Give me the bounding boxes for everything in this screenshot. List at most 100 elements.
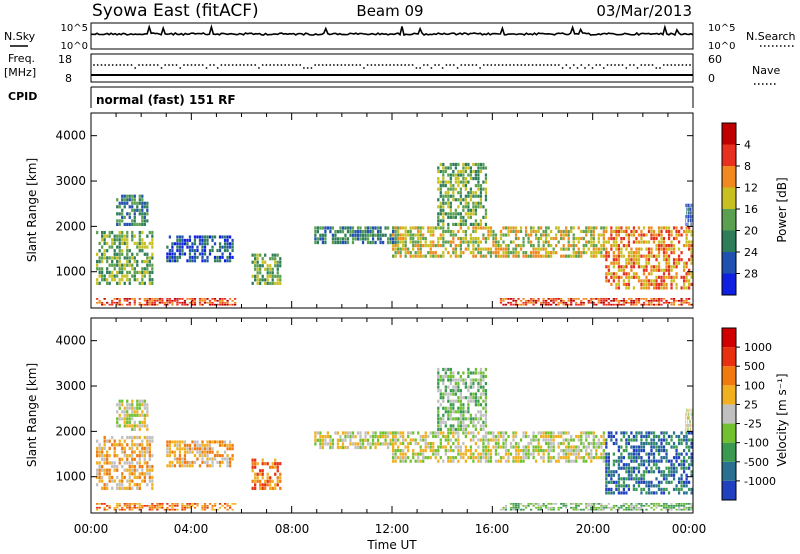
echo-cell [632, 233, 636, 237]
echo-cell [464, 247, 467, 251]
echo-cell [133, 215, 136, 219]
echo-cell [156, 303, 159, 306]
echo-cell [627, 470, 631, 474]
echo-cell [689, 420, 691, 424]
echo-cell [617, 268, 621, 272]
echo-cell [439, 441, 442, 446]
echo-cell [136, 446, 139, 451]
echo-cell [504, 449, 508, 453]
echo-cell [336, 240, 340, 245]
echo-cell [103, 230, 106, 235]
echo-cell [126, 417, 129, 421]
echo-cell [354, 237, 357, 241]
nave-dot [580, 64, 583, 66]
echo-cell [432, 431, 435, 435]
echo-cell [168, 450, 172, 454]
echo-cell [597, 236, 600, 241]
echo-cell [547, 441, 550, 446]
echo-cell [517, 459, 520, 463]
echo-cell [392, 247, 395, 251]
echo-cell [269, 486, 272, 490]
echo-cell [213, 508, 217, 511]
echo-cell [106, 281, 109, 285]
echo-cell [126, 249, 129, 253]
echo-cell [96, 503, 99, 505]
echo-cell [645, 303, 648, 306]
echo-cell [605, 251, 608, 255]
noise-right-tick-bottom: 10^0 [708, 41, 735, 52]
echo-cell [657, 301, 661, 304]
echo-cell [121, 270, 124, 275]
echo-cell [138, 424, 141, 428]
echo-cell [213, 440, 217, 444]
echo-cell [228, 242, 232, 246]
echo-cell [687, 427, 688, 431]
echo-cell [437, 389, 440, 393]
echo-cell [103, 238, 106, 242]
echo-cell [121, 230, 124, 235]
echo-cell [366, 438, 370, 442]
echo-cell [627, 484, 631, 488]
echo-cell [627, 463, 631, 467]
echo-cell [459, 194, 462, 198]
echo-cell [509, 503, 513, 505]
nave-dot [366, 64, 369, 66]
echo-cell [176, 235, 179, 239]
echo-cell [672, 298, 676, 300]
echo-cell [361, 438, 365, 442]
nave-dot [250, 64, 253, 66]
echo-cell [687, 247, 691, 251]
echo-cell [662, 258, 666, 262]
freq-tick-bottom: 8 [65, 72, 72, 85]
echo-cell [143, 299, 146, 302]
echo-cell [96, 267, 99, 271]
echo-cell [409, 431, 412, 435]
echo-cell [361, 233, 365, 237]
echo-cell [151, 301, 154, 304]
echo-cell [459, 169, 462, 174]
echo-cell [459, 219, 462, 223]
echo-cell [276, 253, 279, 257]
echo-cell [514, 244, 518, 248]
echo-cell [547, 506, 550, 509]
echo-cell [524, 431, 528, 435]
nave-dot [254, 64, 257, 66]
echo-cell [690, 247, 693, 251]
echo-cell [103, 486, 106, 490]
echo-cell [572, 240, 575, 244]
echo-cell [687, 211, 689, 215]
echo-cell [542, 449, 545, 453]
echo-cell [158, 299, 161, 302]
echo-cell [467, 456, 470, 460]
echo-cell [123, 201, 126, 205]
y-tick-label: 4000 [55, 129, 86, 143]
echo-cell [690, 258, 693, 262]
echo-cell [685, 508, 688, 511]
echo-cell [188, 450, 192, 454]
echo-cell [198, 238, 202, 242]
echo-cell [442, 180, 445, 184]
echo-cell [665, 268, 668, 272]
echo-cell [642, 441, 646, 446]
echo-cell [610, 431, 613, 435]
echo-cell [201, 259, 204, 263]
nave-dot [160, 67, 163, 69]
echo-cell [660, 240, 663, 244]
echo-cell [690, 423, 692, 428]
echo-cell [462, 251, 465, 255]
echo-cell [108, 230, 111, 235]
echo-cell [595, 303, 598, 306]
echo-cell [151, 504, 154, 507]
echo-cell [640, 265, 643, 269]
echo-cell [138, 301, 141, 304]
echo-cell [143, 215, 146, 219]
echo-cell [254, 253, 257, 257]
echo-cell [439, 169, 442, 174]
echo-cell [116, 252, 119, 256]
echo-cell [585, 503, 588, 505]
echo-cell [687, 416, 689, 420]
echo-cell [118, 399, 121, 403]
echo-cell [635, 254, 638, 258]
echo-cell [439, 201, 442, 205]
